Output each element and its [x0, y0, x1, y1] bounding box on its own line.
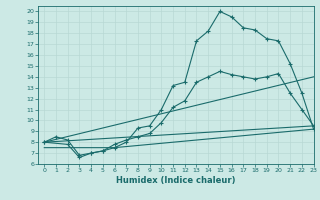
X-axis label: Humidex (Indice chaleur): Humidex (Indice chaleur)	[116, 176, 236, 185]
